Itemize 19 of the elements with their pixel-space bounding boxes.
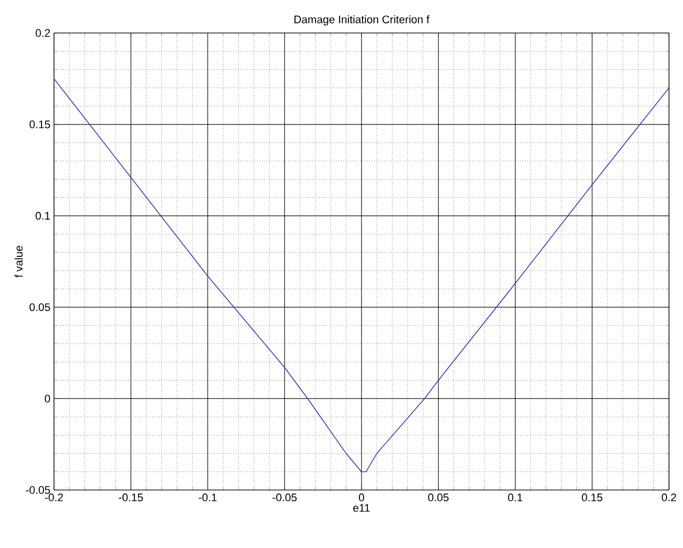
y-axis-title: f value bbox=[14, 246, 23, 278]
y-tick-label: 0.2 bbox=[36, 29, 50, 37]
y-tick-label: 0 bbox=[44, 394, 50, 402]
x-tick-label: -0.1 bbox=[198, 494, 217, 502]
x-tick-label: -0.2 bbox=[45, 494, 63, 502]
line-series bbox=[54, 78, 670, 472]
y-tick-label: 0.1 bbox=[36, 212, 50, 220]
x-tick-label: -0.05 bbox=[272, 494, 297, 502]
x-axis-title: e11 bbox=[353, 504, 370, 512]
x-tick-label: 0.1 bbox=[508, 494, 522, 502]
x-tick-label: 0.2 bbox=[662, 494, 676, 502]
chart-title: Damage Initiation Criterion f bbox=[294, 15, 430, 26]
y-tick-label: 0.05 bbox=[30, 303, 50, 312]
y-tick-label: -0.05 bbox=[26, 486, 50, 494]
x-tick-label: 0 bbox=[358, 494, 364, 502]
x-tick-label: 0.15 bbox=[582, 494, 602, 502]
y-tick-label: 0.15 bbox=[30, 120, 50, 128]
x-tick-label: -0.15 bbox=[118, 494, 143, 502]
x-tick-label: 0.05 bbox=[428, 494, 449, 502]
